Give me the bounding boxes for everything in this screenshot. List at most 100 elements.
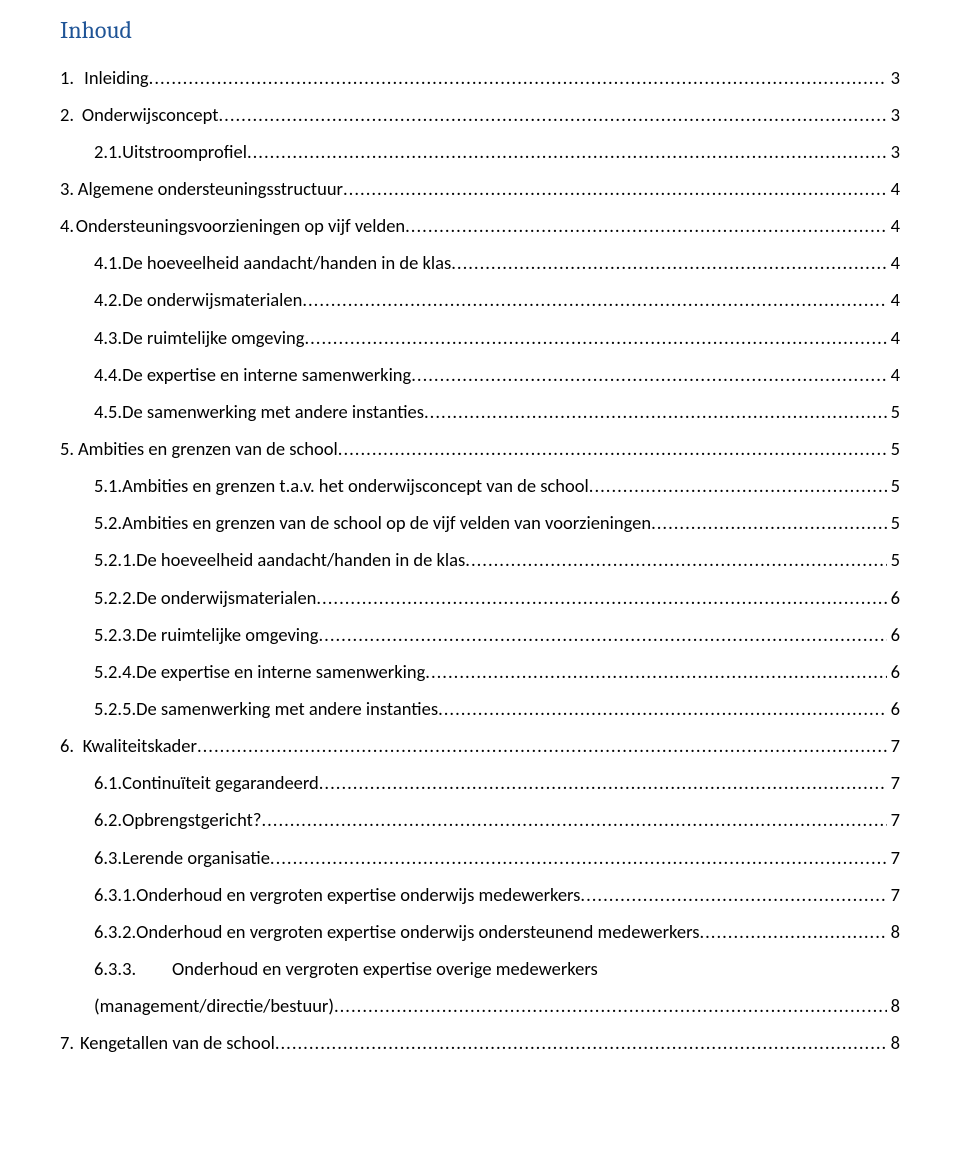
toc-page: 3 bbox=[887, 97, 900, 132]
toc-leader bbox=[149, 60, 887, 95]
toc-label: Onderhoud en vergroten expertise onderwi… bbox=[136, 914, 699, 949]
toc-label: De ruimtelijke omgeving bbox=[136, 617, 318, 652]
toc-label: De hoeveelheid aandacht/handen in de kla… bbox=[136, 542, 465, 577]
toc-entry[interactable]: 2. Onderwijsconcept 3 bbox=[60, 97, 900, 132]
toc-number: 5.2.2. bbox=[94, 580, 136, 615]
toc-page: 6 bbox=[887, 617, 900, 652]
toc-page: 5 bbox=[887, 468, 900, 503]
toc-number: 5.1. bbox=[94, 468, 122, 503]
toc-number: 4.3. bbox=[94, 320, 122, 355]
toc-leader bbox=[316, 580, 886, 615]
toc-label: De samenwerking met andere instanties bbox=[122, 394, 424, 429]
toc-label: Onderwijsconcept bbox=[82, 97, 219, 132]
toc-leader bbox=[580, 877, 886, 912]
toc-label: Opbrengstgericht? bbox=[122, 802, 261, 837]
toc-entry[interactable]: 6.3.1. Onderhoud en vergroten expertise … bbox=[60, 877, 900, 912]
toc-entry[interactable]: 6.3. Lerende organisatie 7 bbox=[60, 840, 900, 875]
toc-entry-continuation[interactable]: (management/directie/bestuur) 8 bbox=[60, 988, 900, 1023]
toc-page: 7 bbox=[887, 728, 900, 763]
toc-number: 6.3.3. bbox=[94, 951, 172, 986]
toc-leader bbox=[247, 134, 887, 169]
toc-page: 4 bbox=[887, 208, 900, 243]
toc-entry[interactable]: 5.2.1. De hoeveelheid aandacht/handen in… bbox=[60, 542, 900, 577]
toc-leader bbox=[411, 357, 886, 392]
toc-entry[interactable]: 4.2. De onderwijsmaterialen 4 bbox=[60, 282, 900, 317]
toc-label: Onderhoud en vergroten expertise overige… bbox=[172, 951, 598, 986]
toc-leader bbox=[451, 245, 886, 280]
toc-number: 5. bbox=[60, 431, 78, 466]
toc-label: Algemene ondersteuningsstructuur bbox=[78, 171, 343, 206]
toc-entry[interactable]: 4.3. De ruimtelijke omgeving 4 bbox=[60, 320, 900, 355]
toc-entry[interactable]: 5. Ambities en grenzen van de school 5 bbox=[60, 431, 900, 466]
toc-entry[interactable]: 5.2.3. De ruimtelijke omgeving 6 bbox=[60, 617, 900, 652]
toc-entry[interactable]: 4.5. De samenwerking met andere instanti… bbox=[60, 394, 900, 429]
toc-entry[interactable]: 5.2.5. De samenwerking met andere instan… bbox=[60, 691, 900, 726]
toc-entry[interactable]: 5.2.4. De expertise en interne samenwerk… bbox=[60, 654, 900, 689]
toc-page: 8 bbox=[887, 1025, 900, 1060]
toc-page: 5 bbox=[887, 505, 900, 540]
toc-leader bbox=[334, 988, 887, 1023]
toc-leader bbox=[275, 1025, 887, 1060]
toc-number: 3. bbox=[60, 171, 78, 206]
toc-number: 7. bbox=[60, 1025, 80, 1060]
toc-number: 6.3.2. bbox=[94, 914, 136, 949]
toc-page: 4 bbox=[887, 357, 900, 392]
page-container: Inhoud 1. Inleiding 3 2. Onderwijsconcep… bbox=[0, 0, 960, 1082]
toc-entry[interactable]: 6.1. Continuïteit gegarandeerd 7 bbox=[60, 765, 900, 800]
toc-entry[interactable]: 6.3.3. Onderhoud en vergroten expertise … bbox=[60, 951, 900, 986]
toc-number: 6. bbox=[60, 728, 83, 763]
toc-leader bbox=[699, 914, 886, 949]
toc-number: 5.2. bbox=[94, 505, 122, 540]
toc-number: 2. bbox=[60, 97, 82, 132]
toc-leader bbox=[319, 765, 887, 800]
toc-number: 4.4. bbox=[94, 357, 122, 392]
toc-entry[interactable]: 5.1. Ambities en grenzen t.a.v. het onde… bbox=[60, 468, 900, 503]
toc-number: 5.2.3. bbox=[94, 617, 136, 652]
toc-entry[interactable]: 7. Kengetallen van de school 8 bbox=[60, 1025, 900, 1060]
toc-page: 7 bbox=[887, 765, 900, 800]
toc-label: Kwaliteitskader bbox=[83, 728, 197, 763]
toc-leader bbox=[302, 282, 886, 317]
toc-entry[interactable]: 6. Kwaliteitskader 7 bbox=[60, 728, 900, 763]
toc-label: Kengetallen van de school bbox=[80, 1025, 275, 1060]
toc-number: 2.1. bbox=[94, 134, 122, 169]
toc-page: 4 bbox=[887, 245, 900, 280]
toc-entry[interactable]: 6.2. Opbrengstgericht? 7 bbox=[60, 802, 900, 837]
toc-page: 4 bbox=[887, 320, 900, 355]
toc-leader bbox=[438, 691, 887, 726]
toc-entry[interactable]: 4.4. De expertise en interne samenwerkin… bbox=[60, 357, 900, 392]
toc-page: 6 bbox=[887, 654, 900, 689]
toc-page: 4 bbox=[887, 282, 900, 317]
toc-entry[interactable]: 6.3.2. Onderhoud en vergroten expertise … bbox=[60, 914, 900, 949]
toc-entry[interactable]: 4. Ondersteuningsvoorzieningen op vijf v… bbox=[60, 208, 900, 243]
toc-leader bbox=[424, 394, 887, 429]
toc-leader bbox=[218, 97, 886, 132]
toc-entry[interactable]: 5.2.2. De onderwijsmaterialen 6 bbox=[60, 580, 900, 615]
toc-entry[interactable]: 5.2. Ambities en grenzen van de school o… bbox=[60, 505, 900, 540]
toc-page: 8 bbox=[887, 914, 900, 949]
toc-label: Ambities en grenzen van de school bbox=[78, 431, 338, 466]
toc-number: 4. bbox=[60, 208, 76, 243]
toc-entry[interactable]: 1. Inleiding 3 bbox=[60, 60, 900, 95]
toc-label: Inleiding bbox=[84, 60, 148, 95]
toc-leader bbox=[197, 728, 887, 763]
toc-label: De onderwijsmaterialen bbox=[122, 282, 302, 317]
toc-page: 5 bbox=[887, 431, 900, 466]
toc-number: 4.2. bbox=[94, 282, 122, 317]
toc-number: 4.5. bbox=[94, 394, 122, 429]
toc-entry[interactable]: 3. Algemene ondersteuningsstructuur 4 bbox=[60, 171, 900, 206]
document-title: Inhoud bbox=[60, 8, 900, 54]
toc-label: Ambities en grenzen t.a.v. het onderwijs… bbox=[122, 468, 589, 503]
toc-entry[interactable]: 4.1. De hoeveelheid aandacht/handen in d… bbox=[60, 245, 900, 280]
toc-page: 5 bbox=[887, 542, 900, 577]
toc-leader bbox=[425, 654, 886, 689]
toc-leader bbox=[589, 468, 887, 503]
toc-leader bbox=[343, 171, 887, 206]
toc-entry[interactable]: 2.1. Uitstroomprofiel 3 bbox=[60, 134, 900, 169]
toc-label: (management/directie/bestuur) bbox=[94, 988, 334, 1023]
toc-page: 6 bbox=[887, 691, 900, 726]
toc-leader bbox=[465, 542, 886, 577]
toc-leader bbox=[270, 840, 887, 875]
toc-label: De ruimtelijke omgeving bbox=[122, 320, 304, 355]
toc-page: 7 bbox=[887, 802, 900, 837]
